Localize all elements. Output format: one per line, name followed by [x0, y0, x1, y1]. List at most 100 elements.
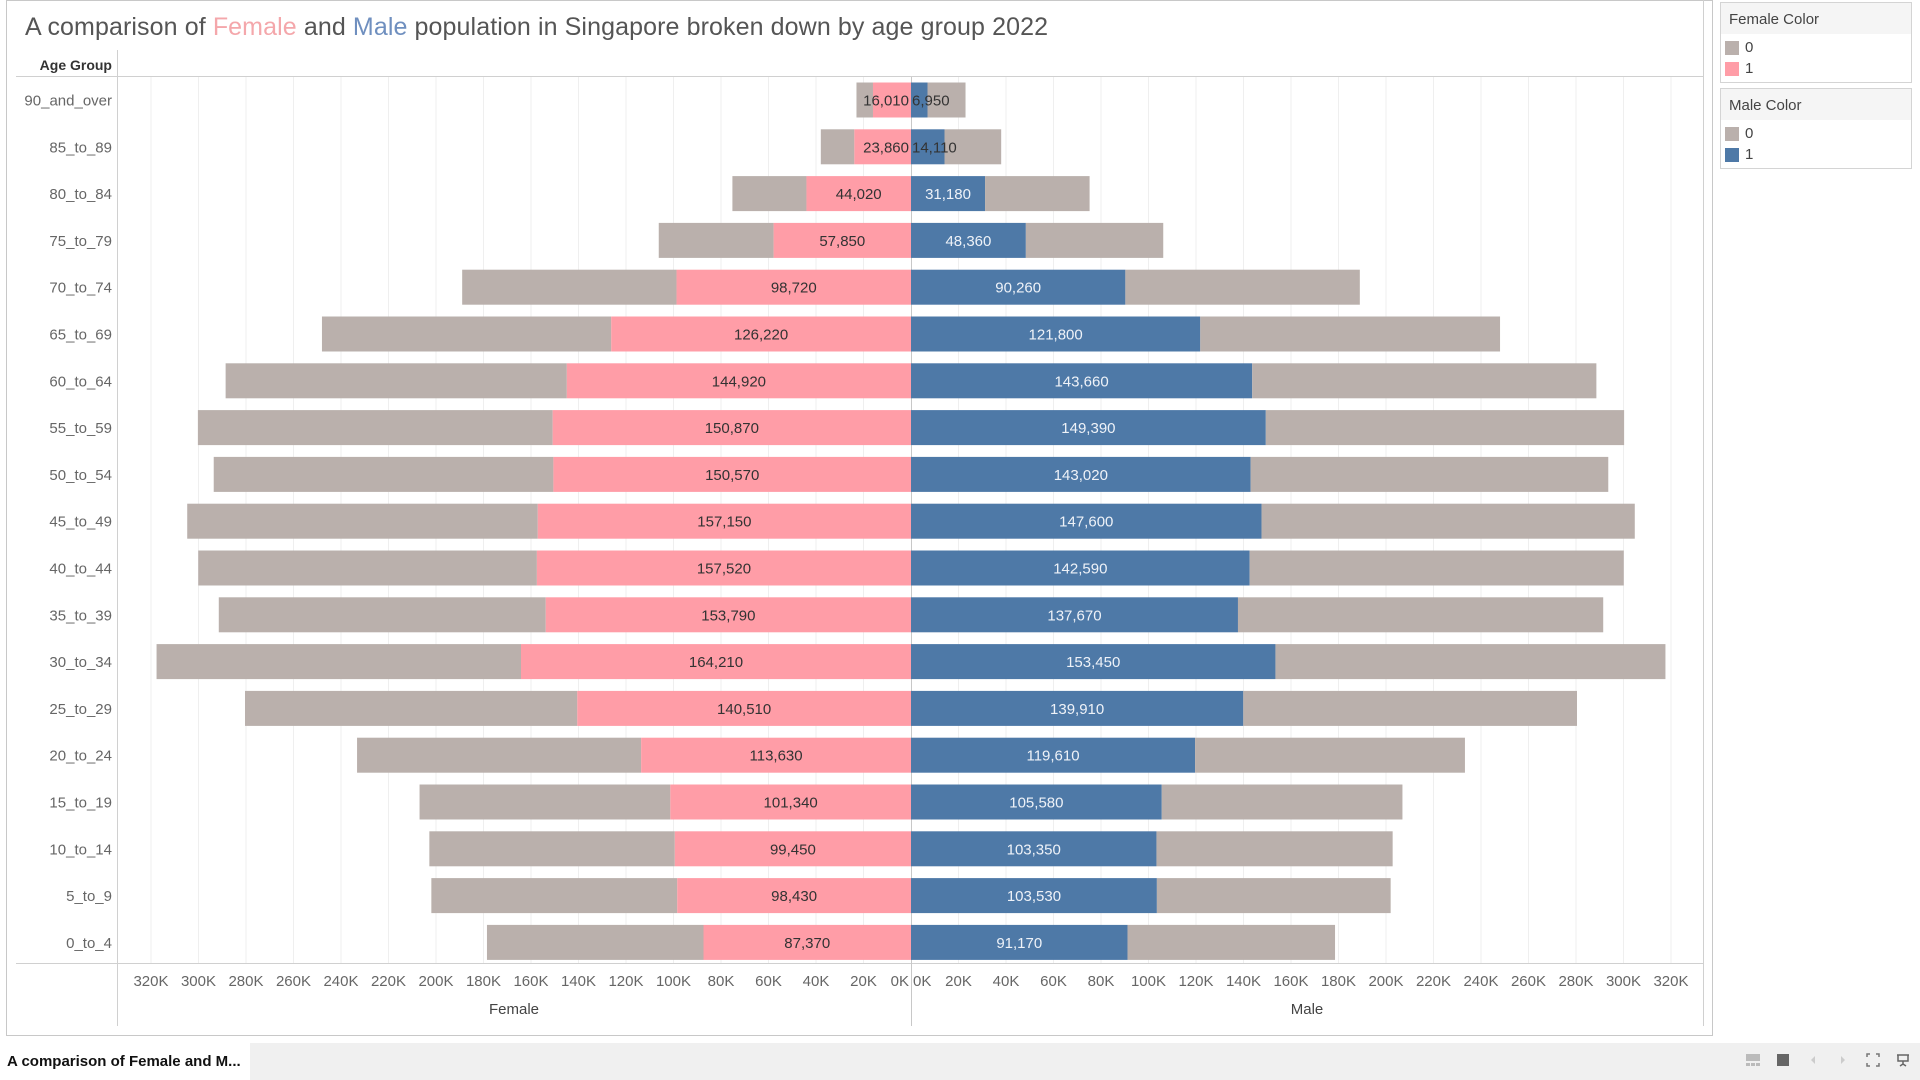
female-axis-tick: 100K	[656, 973, 691, 990]
legend-label: 1	[1745, 60, 1754, 77]
male-value-label: 91,170	[996, 935, 1042, 952]
legend-label: 1	[1745, 146, 1754, 163]
female-value-label: 57,850	[819, 233, 865, 250]
male-panel-other-bar	[1250, 456, 1609, 492]
male-axis-tick: 140K	[1226, 973, 1261, 990]
title-prefix: A comparison of	[25, 13, 213, 41]
female-panel-other-bar	[357, 737, 642, 773]
female-panel-other-bar	[462, 269, 677, 305]
male-panel-other-bar	[1156, 831, 1393, 867]
male-value-label: 103,530	[1007, 888, 1061, 905]
legend-label: 0	[1745, 125, 1754, 142]
female-axis-tick: 240K	[323, 973, 358, 990]
row-label: 65_to_69	[49, 327, 112, 344]
row-label: 10_to_14	[49, 841, 112, 858]
female-bar	[566, 363, 911, 399]
male-value-label: 153,450	[1066, 654, 1120, 671]
grid-view-icon[interactable]	[1744, 1051, 1762, 1069]
male-axis-tick: 320K	[1653, 973, 1688, 990]
female-axis-tick: 260K	[276, 973, 311, 990]
row-label: 55_to_59	[49, 420, 112, 437]
female-color-legend[interactable]: Female Color 0 1	[1720, 2, 1912, 83]
female-value-label: 98,720	[771, 280, 817, 297]
swatch-0	[1725, 40, 1739, 55]
present-icon[interactable]	[1894, 1051, 1912, 1069]
male-bar	[911, 410, 1266, 446]
female-value-label: 99,450	[770, 841, 816, 858]
female-panel-other-bar	[431, 878, 678, 914]
single-view-icon[interactable]	[1774, 1051, 1792, 1069]
male-bar	[911, 456, 1251, 492]
female-bar	[536, 550, 911, 586]
female-value-label: 98,430	[771, 888, 817, 905]
male-bar	[911, 831, 1157, 867]
female-panel-other-bar	[419, 784, 671, 820]
male-value-label: 48,360	[945, 233, 991, 250]
row-label: 45_to_49	[49, 514, 112, 531]
female-value-label: 44,020	[836, 186, 882, 203]
female-bar	[521, 644, 911, 680]
female-axis-tick: 60K	[755, 973, 782, 990]
female-axis-tick: 220K	[371, 973, 406, 990]
female-bar	[703, 924, 911, 960]
female-panel-other-bar	[156, 644, 522, 680]
male-panel-other-bar	[1243, 690, 1577, 726]
row-label: 5_to_9	[66, 888, 112, 905]
female-axis-tick: 160K	[513, 973, 548, 990]
male-value-label: 142,590	[1053, 561, 1107, 578]
legend-item-1[interactable]: 1	[1721, 144, 1911, 165]
male-color-legend[interactable]: Male Color 0 1	[1720, 88, 1912, 169]
prev-icon[interactable]	[1804, 1051, 1822, 1069]
male-panel-other-bar	[1249, 550, 1624, 586]
female-panel-other-bar	[245, 690, 578, 726]
male-axis-tick: 100K	[1131, 973, 1166, 990]
female-bar	[674, 831, 911, 867]
male-bar	[911, 503, 1262, 539]
sheet-tab-bar: A comparison of Female and M...	[0, 1043, 1920, 1080]
female-bar	[545, 597, 911, 633]
female-value-label: 150,570	[705, 467, 759, 484]
male-panel-other-bar	[1127, 924, 1336, 960]
male-bar	[911, 222, 1026, 258]
female-bar	[677, 878, 911, 914]
female-value-label: 87,370	[784, 935, 830, 952]
female-axis-tick: 0K	[891, 973, 909, 990]
row-label: 15_to_19	[49, 795, 112, 812]
female-panel-other-bar	[187, 503, 538, 539]
female-axis-tick: 280K	[228, 973, 263, 990]
next-icon[interactable]	[1834, 1051, 1852, 1069]
row-label: 60_to_64	[49, 373, 112, 390]
row-label: 50_to_54	[49, 467, 112, 484]
female-bar	[552, 410, 911, 446]
row-header-label: Age Group	[40, 57, 112, 73]
swatch-1	[1725, 61, 1739, 76]
male-axis-tick: 60K	[1040, 973, 1067, 990]
male-value-label: 14,110	[912, 139, 957, 156]
male-panel-other-bar	[1125, 269, 1360, 305]
male-value-label: 119,610	[1026, 748, 1079, 765]
female-panel-other-bar	[486, 924, 704, 960]
female-panel-other-bar	[198, 550, 537, 586]
female-value-label: 164,210	[689, 654, 743, 671]
male-value-label: 137,670	[1047, 607, 1101, 624]
female-value-label: 23,860	[863, 139, 909, 156]
legend-item-1[interactable]: 1	[1721, 58, 1911, 79]
female-panel-other-bar	[856, 82, 873, 118]
sheet-tab[interactable]: A comparison of Female and M...	[0, 1043, 250, 1080]
legend-item-0[interactable]: 0	[1721, 123, 1911, 144]
male-bar	[911, 597, 1238, 633]
male-panel-other-bar	[944, 129, 1002, 165]
fullscreen-icon[interactable]	[1864, 1051, 1882, 1069]
male-panel-other-bar	[1275, 644, 1666, 680]
title-female-word: Female	[212, 13, 297, 41]
legend-item-0[interactable]: 0	[1721, 37, 1911, 58]
female-bar	[577, 690, 911, 726]
legend-label: 0	[1745, 39, 1754, 56]
female-bar	[806, 176, 911, 212]
male-axis-tick: 200K	[1368, 973, 1403, 990]
female-panel-other-bar	[429, 831, 675, 867]
male-value-label: 143,020	[1054, 467, 1108, 484]
female-value-label: 126,220	[734, 327, 788, 344]
male-panel-other-bar	[1261, 503, 1635, 539]
female-panel-other-bar	[658, 222, 774, 258]
